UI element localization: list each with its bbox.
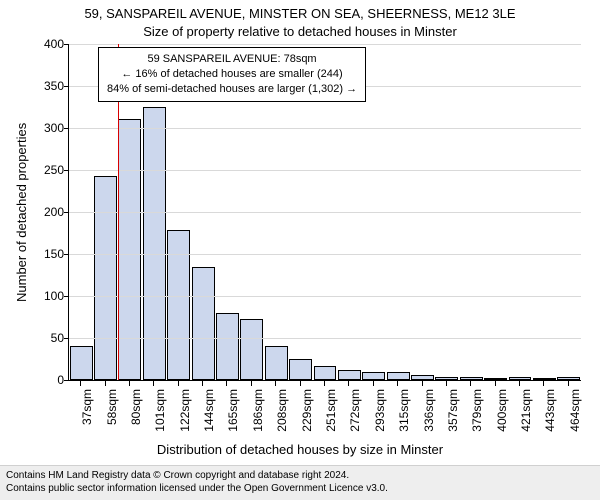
x-tick-mark xyxy=(568,381,569,386)
x-tick-mark xyxy=(519,381,520,386)
y-tick-mark xyxy=(64,254,69,255)
chart-container: 59, SANSPAREIL AVENUE, MINSTER ON SEA, S… xyxy=(0,0,600,500)
y-tick-label: 300 xyxy=(8,121,64,135)
x-tick-mark xyxy=(495,381,496,386)
x-tick-mark xyxy=(324,381,325,386)
histogram-bar xyxy=(338,370,361,380)
histogram-bar xyxy=(411,375,434,380)
x-tick-mark xyxy=(300,381,301,386)
y-gridline xyxy=(69,170,581,171)
y-tick-label: 50 xyxy=(8,331,64,345)
histogram-bar xyxy=(387,372,410,380)
x-tick-mark xyxy=(251,381,252,386)
histogram-bar xyxy=(265,346,288,380)
histogram-bar xyxy=(192,267,215,380)
x-tick-mark xyxy=(373,381,374,386)
y-tick-label: 150 xyxy=(8,247,64,261)
histogram-bar xyxy=(533,378,556,380)
y-gridline xyxy=(69,296,581,297)
chart-title-sub: Size of property relative to detached ho… xyxy=(0,24,600,39)
x-tick-mark xyxy=(422,381,423,386)
x-tick-mark xyxy=(105,381,106,386)
annotation-line: 84% of semi-detached houses are larger (… xyxy=(107,82,357,97)
y-gridline xyxy=(69,212,581,213)
histogram-bar xyxy=(143,107,166,380)
y-tick-mark xyxy=(64,170,69,171)
histogram-bar xyxy=(118,119,141,380)
histogram-bar xyxy=(216,313,239,380)
y-gridline xyxy=(69,128,581,129)
y-tick-mark xyxy=(64,128,69,129)
y-tick-label: 0 xyxy=(8,373,64,387)
y-tick-mark xyxy=(64,86,69,87)
footer-line-1: Contains HM Land Registry data © Crown c… xyxy=(6,470,594,483)
x-axis-label: Distribution of detached houses by size … xyxy=(0,442,600,457)
x-tick-mark xyxy=(202,381,203,386)
histogram-bar xyxy=(460,377,483,380)
histogram-bar xyxy=(557,377,580,380)
histogram-bar xyxy=(167,230,190,380)
x-axis-layer: 37sqm58sqm80sqm101sqm122sqm144sqm165sqm1… xyxy=(68,381,580,441)
x-tick-mark xyxy=(275,381,276,386)
y-tick-label: 250 xyxy=(8,163,64,177)
annotation-line: 59 SANSPAREIL AVENUE: 78sqm xyxy=(107,52,357,67)
annotation-line: ← 16% of detached houses are smaller (24… xyxy=(107,67,357,82)
x-tick-mark xyxy=(80,381,81,386)
x-tick-mark xyxy=(153,381,154,386)
histogram-bar xyxy=(509,377,532,380)
y-tick-label: 400 xyxy=(8,37,64,51)
x-tick-mark xyxy=(397,381,398,386)
x-tick-mark xyxy=(178,381,179,386)
y-gridline xyxy=(69,254,581,255)
annotation-box: 59 SANSPAREIL AVENUE: 78sqm← 16% of deta… xyxy=(98,47,366,102)
y-tick-label: 350 xyxy=(8,79,64,93)
chart-title-main: 59, SANSPAREIL AVENUE, MINSTER ON SEA, S… xyxy=(0,6,600,21)
y-tick-mark xyxy=(64,212,69,213)
y-gridline xyxy=(69,44,581,45)
footer-line-2: Contains public sector information licen… xyxy=(6,483,594,496)
y-tick-label: 100 xyxy=(8,289,64,303)
histogram-bar xyxy=(484,378,507,380)
histogram-bar xyxy=(289,359,312,380)
x-tick-mark xyxy=(470,381,471,386)
x-tick-mark xyxy=(226,381,227,386)
histogram-bar xyxy=(70,346,93,380)
x-tick-mark xyxy=(543,381,544,386)
histogram-bar xyxy=(314,366,337,380)
x-tick-mark xyxy=(446,381,447,386)
y-gridline xyxy=(69,338,581,339)
y-tick-mark xyxy=(64,296,69,297)
y-tick-label: 200 xyxy=(8,205,64,219)
x-tick-mark xyxy=(348,381,349,386)
y-tick-mark xyxy=(64,338,69,339)
histogram-bar xyxy=(94,176,117,380)
histogram-bar xyxy=(362,372,385,380)
histogram-bar xyxy=(435,377,458,380)
histogram-bar xyxy=(240,319,263,380)
attribution-footer: Contains HM Land Registry data © Crown c… xyxy=(0,465,600,500)
x-tick-mark xyxy=(129,381,130,386)
y-tick-mark xyxy=(64,44,69,45)
